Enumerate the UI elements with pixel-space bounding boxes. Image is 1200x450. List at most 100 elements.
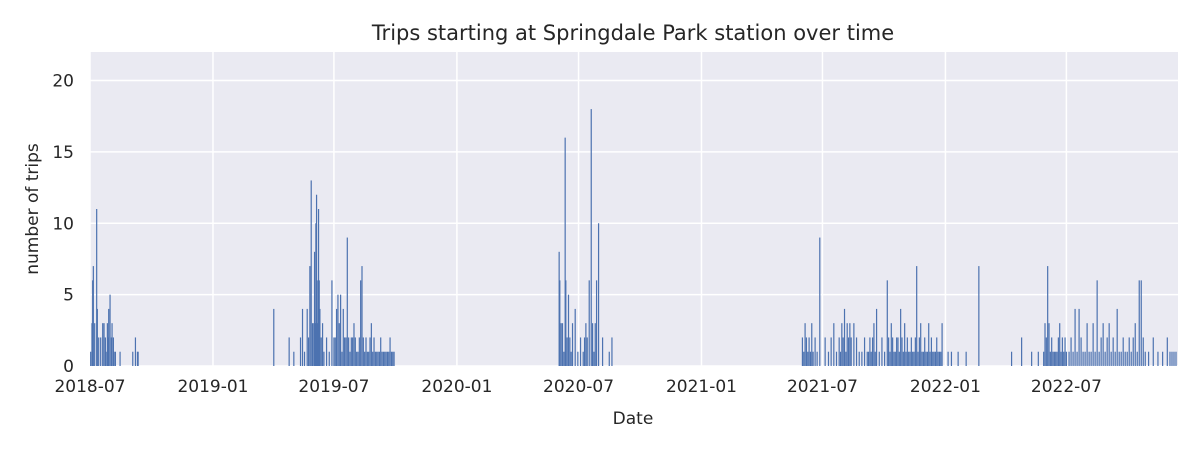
bar <box>839 351 842 366</box>
bar <box>590 109 592 366</box>
bar <box>582 351 584 366</box>
bar <box>563 351 565 366</box>
bar <box>361 266 363 366</box>
bar <box>920 323 922 366</box>
bar <box>293 351 295 366</box>
bar <box>1021 337 1023 366</box>
bar <box>1068 351 1070 366</box>
bar <box>881 337 883 366</box>
bar <box>886 280 888 366</box>
bar <box>808 337 810 366</box>
bar <box>342 308 344 366</box>
y-tick-label: 5 <box>63 286 74 306</box>
bar <box>1106 337 1108 366</box>
bar <box>310 180 312 366</box>
chart-title: Trips starting at Springdale Park statio… <box>371 21 894 45</box>
bar <box>311 323 314 366</box>
bar <box>569 337 571 366</box>
bar <box>1010 351 1013 366</box>
bar <box>362 337 364 366</box>
bar <box>878 351 880 366</box>
bar <box>1061 337 1063 366</box>
bar <box>1088 351 1090 366</box>
bar <box>1049 351 1051 366</box>
x-tick-label: 2021-01 <box>666 377 737 397</box>
bar <box>369 337 371 366</box>
bar <box>888 337 890 366</box>
bar <box>1108 323 1110 366</box>
bar <box>833 323 835 366</box>
bar <box>571 323 574 366</box>
bar <box>1092 323 1094 366</box>
bar <box>313 323 315 366</box>
bar <box>1130 351 1132 366</box>
bar <box>892 337 894 366</box>
bar <box>1147 351 1150 366</box>
bar <box>365 337 367 366</box>
bar <box>360 280 362 366</box>
x-tick-label: 2019-07 <box>298 377 369 397</box>
bar <box>132 351 134 366</box>
y-axis-label: number of trips <box>23 143 43 275</box>
bar <box>331 280 333 366</box>
bar <box>1031 351 1033 366</box>
bar <box>390 351 393 366</box>
bar <box>336 308 338 366</box>
bar <box>1094 351 1096 366</box>
bar <box>870 351 872 366</box>
bar <box>1122 337 1124 366</box>
bar <box>577 351 579 366</box>
bar <box>328 351 330 366</box>
bar <box>94 323 96 366</box>
bar <box>1044 323 1046 366</box>
bar <box>1055 351 1057 366</box>
bar <box>1126 351 1128 366</box>
bar <box>904 323 906 366</box>
bar <box>922 351 924 366</box>
bar <box>1118 351 1120 366</box>
x-axis-ticks: 2018-07 2019-01 2019-07 2020-01 2020-07 2021-… <box>54 377 1101 397</box>
bar <box>1053 351 1055 366</box>
bar <box>809 351 812 366</box>
bar <box>373 337 375 366</box>
bar <box>1047 266 1049 366</box>
x-tick-label: 2019-01 <box>177 377 248 397</box>
bar <box>1140 280 1142 366</box>
bar <box>1134 323 1136 366</box>
x-tick-label: 2020-07 <box>543 377 614 397</box>
bar <box>112 337 114 366</box>
bar <box>898 351 900 366</box>
bar <box>897 337 899 366</box>
bar <box>916 266 918 366</box>
bar <box>320 337 322 366</box>
bar <box>338 323 340 366</box>
x-tick-label: 2018-07 <box>54 377 125 397</box>
bar <box>1098 351 1100 366</box>
bar <box>811 323 813 366</box>
bar <box>319 308 321 366</box>
bar <box>950 351 953 366</box>
bar <box>928 323 930 366</box>
bar <box>372 351 374 366</box>
bar <box>349 351 351 366</box>
bar <box>873 323 875 366</box>
bar <box>561 323 564 366</box>
bar <box>306 308 308 366</box>
bar <box>591 323 594 366</box>
bar <box>941 323 943 366</box>
grid-lines <box>89 52 1178 367</box>
bar <box>340 294 342 366</box>
bar <box>358 337 360 366</box>
bar <box>273 308 275 366</box>
bar <box>565 280 567 366</box>
bar <box>843 308 846 366</box>
bar <box>384 351 386 366</box>
bar <box>1096 280 1098 366</box>
bar <box>1045 337 1047 366</box>
bar <box>906 337 908 366</box>
bar <box>830 337 832 366</box>
bar <box>337 294 339 366</box>
x-tick-label: 2021-07 <box>787 377 858 397</box>
bar <box>896 337 898 366</box>
bar <box>107 337 109 366</box>
